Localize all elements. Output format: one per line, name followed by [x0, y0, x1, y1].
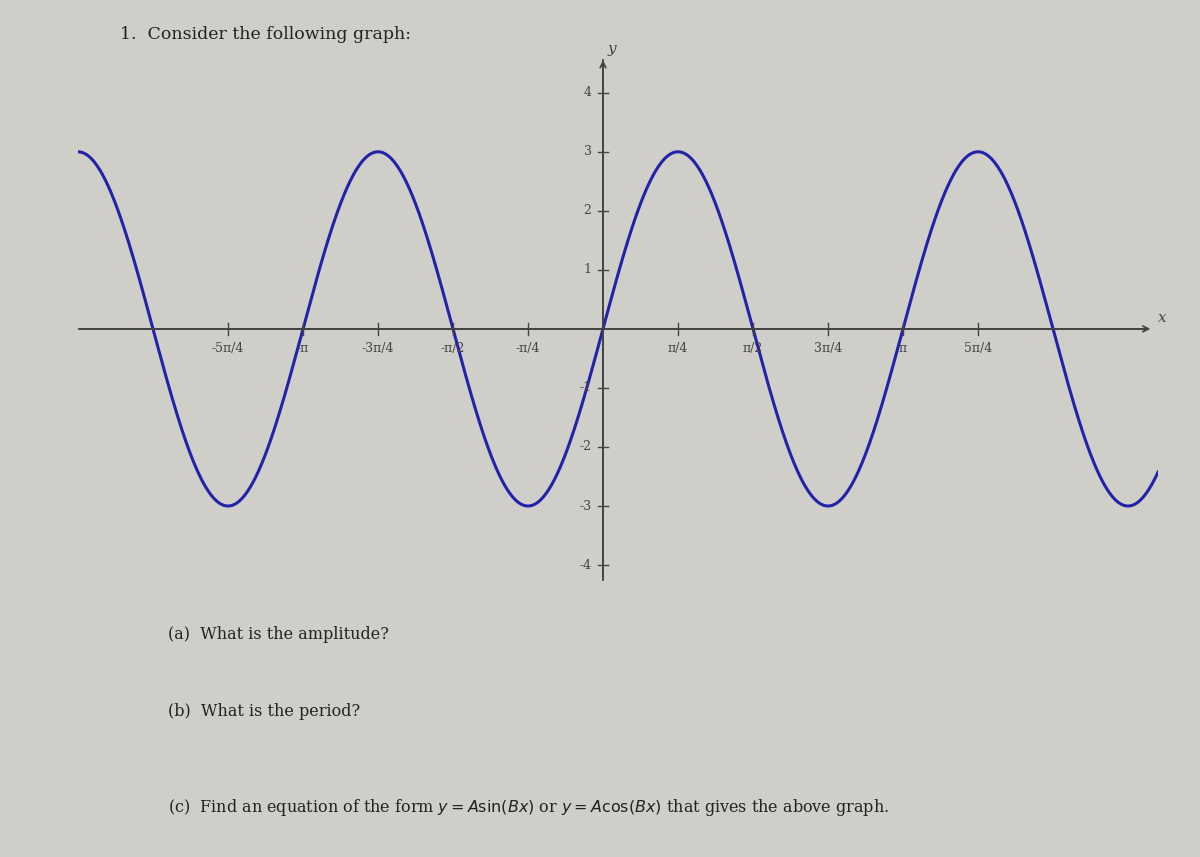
Text: 3π/4: 3π/4	[814, 342, 842, 355]
Text: x: x	[1158, 311, 1166, 325]
Text: 2: 2	[583, 204, 592, 218]
Text: -3: -3	[580, 500, 592, 512]
Text: 5π/4: 5π/4	[964, 342, 992, 355]
Text: 1.  Consider the following graph:: 1. Consider the following graph:	[120, 26, 410, 43]
Text: -1: -1	[580, 381, 592, 394]
Text: y: y	[607, 42, 617, 57]
Text: -5π/4: -5π/4	[212, 342, 244, 355]
Text: (a)  What is the amplitude?: (a) What is the amplitude?	[168, 626, 389, 643]
Text: (b)  What is the period?: (b) What is the period?	[168, 703, 360, 720]
Text: π/2: π/2	[743, 342, 763, 355]
Text: π: π	[899, 342, 907, 355]
Text: (c)  Find an equation of the form $y = A\sin(Bx)$ or $y = A\cos(Bx)$ that gives : (c) Find an equation of the form $y = A\…	[168, 797, 889, 818]
Text: 1: 1	[583, 263, 592, 276]
Text: -3π/4: -3π/4	[361, 342, 395, 355]
Text: π/4: π/4	[668, 342, 688, 355]
Text: -π: -π	[296, 342, 310, 355]
Text: -4: -4	[580, 559, 592, 572]
Text: -2: -2	[580, 440, 592, 453]
Text: -π/2: -π/2	[440, 342, 466, 355]
Text: 4: 4	[583, 87, 592, 99]
Text: 3: 3	[583, 146, 592, 159]
Text: -π/4: -π/4	[516, 342, 540, 355]
